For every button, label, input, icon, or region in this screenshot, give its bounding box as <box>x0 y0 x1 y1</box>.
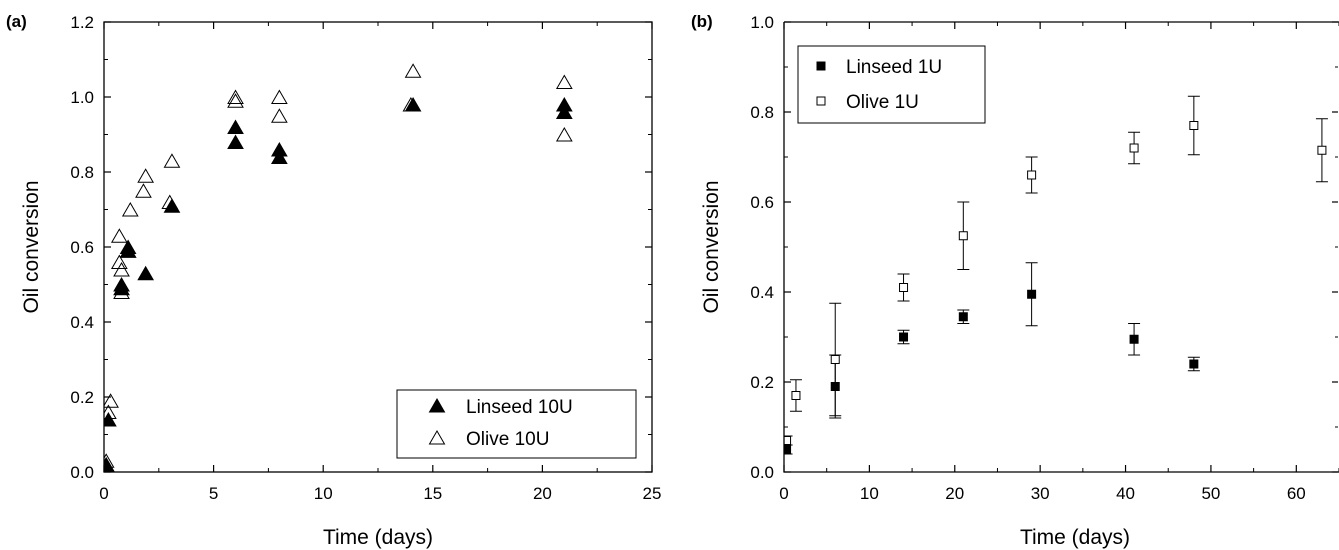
panel-b-chart: (b) 0 10 20 30 40 50 60 0.0 0.2 0.4 0.6 0.8 1.0 Time… <box>691 12 1339 549</box>
panel-b-y-tick-label: 0.6 <box>750 193 774 212</box>
panel-b-x-tick-label: 20 <box>945 484 964 503</box>
linseed-1u-point <box>1189 359 1199 369</box>
olive-1u-point <box>899 283 909 292</box>
linseed-10u-point <box>227 134 244 149</box>
panel-a-x-tick-label: 10 <box>314 484 333 503</box>
panel-a-y-tick-label: 0.4 <box>70 313 94 332</box>
panel-a-y-tick-label: 0.6 <box>70 238 94 257</box>
panel-b-x-tick-label: 10 <box>860 484 879 503</box>
olive-10u-point <box>104 393 119 408</box>
panel-a-ticks: 0 5 10 15 20 25 0.0 0.2 0.4 0.6 0.8 1.0 1.2 <box>70 13 661 503</box>
linseed-1u-point <box>958 312 968 322</box>
panel-b-y-axis-label: Oil conversion <box>700 180 723 313</box>
panel-b-ticks: 0 10 20 30 40 50 60 0.0 0.2 0.4 0.6 0.8 1.0 <box>750 13 1339 503</box>
olive-10u-point <box>227 93 244 108</box>
olive-10u-point <box>227 89 244 104</box>
panel-b-label: (b) <box>691 12 713 31</box>
olive-1u-point <box>1189 121 1199 130</box>
linseed-10u-point <box>137 265 155 281</box>
olive-10u-point <box>113 261 130 277</box>
linseed-1u-point <box>1027 289 1037 299</box>
linseed-10u-point <box>270 141 288 157</box>
olive-10u-point <box>137 168 155 183</box>
olive-10u-point <box>402 96 420 112</box>
olive-1u-point <box>1027 170 1037 180</box>
olive-1u-point <box>958 231 968 241</box>
olive-10u-point <box>270 89 288 104</box>
panel-a-x-tick-label: 20 <box>533 484 552 503</box>
panel-b-x-tick-label: 50 <box>1201 484 1220 503</box>
panel-b-y-tick-label: 0.2 <box>750 373 774 392</box>
olive-10u-point <box>110 254 128 269</box>
panel-b-y-tick-label: 0.8 <box>750 103 774 122</box>
legend-olive-10u-marker <box>428 429 446 445</box>
panel-a-x-tick-label: 25 <box>643 484 662 503</box>
legend-linseed-10u-marker <box>428 397 446 413</box>
olive-10u-point <box>161 194 179 209</box>
panel-a-legend: Linseed 10U Olive 10U <box>396 389 637 459</box>
olive-10u-point <box>404 63 422 78</box>
linseed-10u-point <box>270 149 288 164</box>
linseed-10u-point <box>227 119 244 134</box>
olive-10u-point <box>555 126 573 142</box>
panel-b-x-tick-label: 60 <box>1287 484 1306 503</box>
olive-1u-point <box>830 355 840 364</box>
panel-a-x-axis-label: Time (days) <box>323 526 433 549</box>
olive-1u-point <box>1317 145 1327 155</box>
linseed-10u-point <box>555 104 573 119</box>
legend-linseed-10u-label: Linseed 10U <box>466 397 573 418</box>
olive-10u-point <box>135 183 152 198</box>
olive-10u-point <box>104 456 115 472</box>
legend-olive-1u-label: Olive 1U <box>846 92 919 113</box>
panel-b-x-axis-label: Time (days) <box>1020 526 1130 549</box>
panel-a-y-tick-label: 0.0 <box>70 463 94 482</box>
panel-a-x-tick-label: 15 <box>423 484 442 503</box>
legend-linseed-1u-marker <box>816 61 826 71</box>
panel-b-data-marks <box>784 95 1328 455</box>
legend-olive-10u-label: Olive 10U <box>466 429 549 450</box>
olive-1u-point <box>1129 143 1139 153</box>
legend-linseed-1u-label: Linseed 1U <box>846 57 942 78</box>
olive-10u-point <box>113 284 130 299</box>
olive-10u-point <box>119 243 137 258</box>
olive-10u-point <box>104 453 115 468</box>
panel-a-plot-frame <box>103 21 653 473</box>
linseed-1u-point <box>899 332 909 342</box>
panel-a-y-tick-label: 0.2 <box>70 388 94 407</box>
olive-1u-point <box>784 436 792 445</box>
panel-a-y-tick-label: 1.0 <box>70 88 94 107</box>
panel-b-x-tick-label: 30 <box>1031 484 1050 503</box>
panel-a-y-axis-label: Oil conversion <box>20 180 43 313</box>
panel-b-legend: Linseed 1U Olive 1U <box>797 45 986 124</box>
panel-a-chart: (a) 0 5 10 15 20 25 0.0 0.2 0.4 0.6 0.8 1.0 1.2 Time… <box>6 12 661 549</box>
linseed-10u-point <box>555 96 573 112</box>
olive-1u-point <box>791 391 801 400</box>
panel-b-y-tick-label: 1.0 <box>750 13 774 32</box>
panel-b-y-tick-label: 0.0 <box>750 463 774 482</box>
panel-b-x-tick-label: 0 <box>779 484 788 503</box>
olive-10u-point <box>270 108 288 123</box>
olive-10u-point <box>110 228 128 243</box>
legend-olive-1u-marker <box>816 96 826 106</box>
panel-b-legend-box <box>797 45 986 124</box>
panel-b-x-tick-label: 40 <box>1116 484 1135 503</box>
linseed-1u-point <box>1129 334 1139 344</box>
panel-a-label: (a) <box>6 12 27 31</box>
panel-b-plot-frame <box>783 21 1339 473</box>
panel-a-x-tick-label: 5 <box>209 484 218 503</box>
panel-b-y-tick-label: 0.4 <box>750 283 774 302</box>
panel-a-data-marks <box>104 63 573 472</box>
panel-a-x-tick-label: 0 <box>99 484 108 503</box>
olive-10u-point <box>163 153 181 168</box>
olive-10u-point <box>121 201 139 217</box>
olive-10u-point <box>555 74 573 89</box>
panel-a-y-tick-label: 0.8 <box>70 163 94 182</box>
panel-a-y-tick-label: 1.2 <box>70 13 94 32</box>
